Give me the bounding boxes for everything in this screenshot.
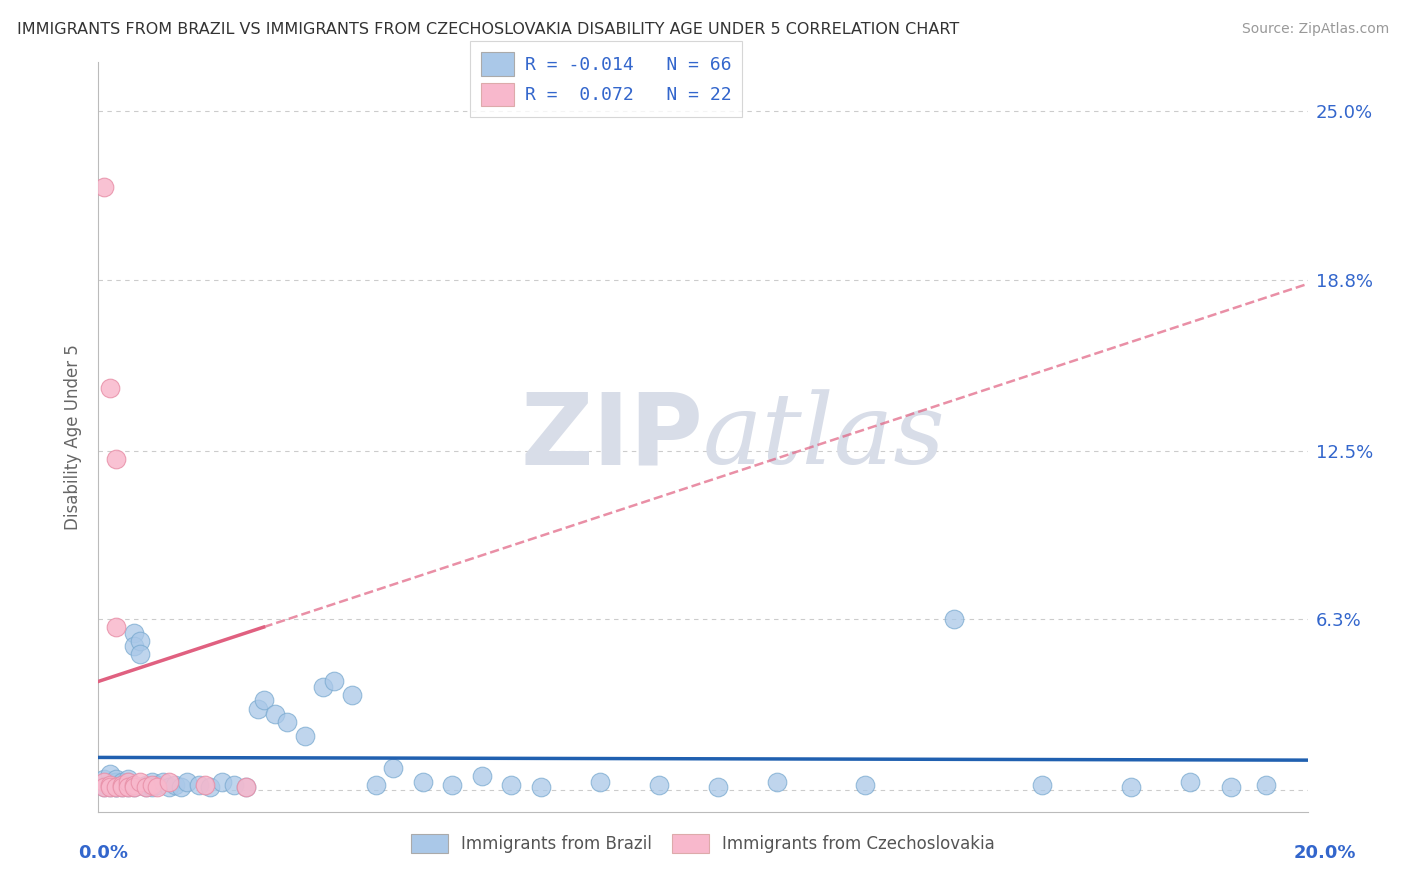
Point xyxy=(122,778,145,792)
Point xyxy=(93,772,115,786)
Point xyxy=(853,778,876,792)
Point xyxy=(176,775,198,789)
Point xyxy=(93,780,115,795)
Point xyxy=(765,775,787,789)
Point xyxy=(128,633,150,648)
Point xyxy=(235,780,257,795)
Point xyxy=(111,780,134,795)
Point xyxy=(412,775,434,789)
Point xyxy=(135,780,157,795)
Point xyxy=(122,780,145,795)
Point xyxy=(165,778,187,792)
Point xyxy=(111,775,134,789)
Point xyxy=(211,775,233,789)
Point xyxy=(157,775,180,789)
Point xyxy=(135,780,157,795)
Point xyxy=(1178,775,1201,789)
Point xyxy=(340,688,363,702)
Point xyxy=(471,769,494,783)
Point xyxy=(589,775,612,789)
Point xyxy=(111,778,134,792)
Legend: Immigrants from Brazil, Immigrants from Czechoslovakia: Immigrants from Brazil, Immigrants from … xyxy=(405,827,1001,860)
Point xyxy=(98,766,121,780)
Point xyxy=(648,778,671,792)
Point xyxy=(93,780,115,795)
Point xyxy=(141,775,163,789)
Point xyxy=(93,775,115,789)
Point xyxy=(141,778,163,792)
Point xyxy=(98,778,121,792)
Point xyxy=(93,180,115,194)
Point xyxy=(117,780,139,795)
Point xyxy=(122,780,145,795)
Text: IMMIGRANTS FROM BRAZIL VS IMMIGRANTS FROM CZECHOSLOVAKIA DISABILITY AGE UNDER 5 : IMMIGRANTS FROM BRAZIL VS IMMIGRANTS FRO… xyxy=(17,22,959,37)
Point xyxy=(117,772,139,786)
Point xyxy=(200,780,222,795)
Point xyxy=(98,780,121,795)
Point xyxy=(122,639,145,653)
Text: 0.0%: 0.0% xyxy=(77,844,128,862)
Point xyxy=(117,778,139,792)
Point xyxy=(98,775,121,789)
Point xyxy=(194,778,217,792)
Point xyxy=(135,778,157,792)
Point xyxy=(235,780,257,795)
Point xyxy=(93,778,115,792)
Point xyxy=(1256,778,1278,792)
Point xyxy=(157,780,180,795)
Point xyxy=(146,778,169,792)
Point xyxy=(276,715,298,730)
Point xyxy=(222,778,245,792)
Point xyxy=(105,778,128,792)
Point xyxy=(98,780,121,795)
Point xyxy=(294,729,316,743)
Point xyxy=(117,780,139,795)
Y-axis label: Disability Age Under 5: Disability Age Under 5 xyxy=(65,344,83,530)
Point xyxy=(530,780,553,795)
Point xyxy=(105,775,128,789)
Text: ZIP: ZIP xyxy=(520,389,703,485)
Point xyxy=(146,780,169,795)
Point xyxy=(128,775,150,789)
Point xyxy=(98,778,121,792)
Point xyxy=(364,778,387,792)
Point xyxy=(501,778,523,792)
Point xyxy=(122,625,145,640)
Point xyxy=(152,775,174,789)
Point xyxy=(1031,778,1053,792)
Point xyxy=(117,775,139,789)
Text: Source: ZipAtlas.com: Source: ZipAtlas.com xyxy=(1241,22,1389,37)
Point xyxy=(170,780,193,795)
Point xyxy=(111,778,134,792)
Point xyxy=(105,620,128,634)
Point xyxy=(323,674,346,689)
Point xyxy=(942,612,965,626)
Point xyxy=(105,780,128,795)
Text: 20.0%: 20.0% xyxy=(1294,844,1355,862)
Point xyxy=(187,778,209,792)
Point xyxy=(1219,780,1241,795)
Point xyxy=(111,778,134,792)
Point xyxy=(98,381,121,395)
Point xyxy=(105,780,128,795)
Text: atlas: atlas xyxy=(703,390,946,484)
Point xyxy=(1119,780,1142,795)
Point xyxy=(246,701,269,715)
Point xyxy=(105,451,128,466)
Point xyxy=(105,772,128,786)
Point xyxy=(141,780,163,795)
Point xyxy=(311,680,333,694)
Point xyxy=(264,706,287,721)
Point xyxy=(105,780,128,795)
Point xyxy=(382,761,405,775)
Point xyxy=(706,780,728,795)
Point xyxy=(441,778,464,792)
Point xyxy=(252,693,274,707)
Point xyxy=(117,775,139,789)
Point xyxy=(128,647,150,661)
Point xyxy=(111,780,134,795)
